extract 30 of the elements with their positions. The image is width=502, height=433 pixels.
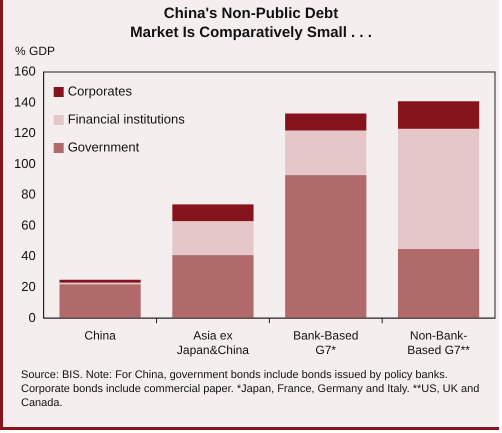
legend-label: Corporates xyxy=(68,84,132,99)
y-axis-title: % GDP xyxy=(15,44,56,58)
bar xyxy=(285,175,366,318)
bar xyxy=(172,221,254,256)
y-tick-label: 160 xyxy=(14,64,36,79)
bar xyxy=(285,114,366,130)
y-tick-label: 40 xyxy=(21,248,36,264)
y-tick-label: 20 xyxy=(21,279,36,294)
x-tick-label: China xyxy=(84,328,116,343)
bar xyxy=(285,130,366,176)
y-tick-label: 120 xyxy=(14,125,36,140)
bar xyxy=(398,128,480,249)
bar xyxy=(172,204,254,222)
x-tick-label: Asia ex Japan&China xyxy=(176,328,250,358)
legend-label: Financial institutions xyxy=(68,112,186,127)
bar xyxy=(59,280,141,283)
bar xyxy=(398,101,480,129)
bar xyxy=(172,255,254,318)
legend-label: Government xyxy=(68,140,140,155)
source-note: Source: BIS. Note: For China, government bonds include bonds issued by policy banks. Corporate bonds include commercial paper. *Japan, France, Germany and Italy. **US, UK and Canada. xyxy=(21,368,480,410)
y-tick-label: 60 xyxy=(21,217,36,232)
x-tick-label: Bank-Based G7* xyxy=(293,328,358,358)
x-tick-label: Non-Bank- Based G7** xyxy=(407,328,470,358)
y-tick-label: 140 xyxy=(14,94,36,110)
bar xyxy=(59,284,141,318)
y-tick-label: 80 xyxy=(21,186,36,202)
y-tick-label: 100 xyxy=(14,156,36,171)
bar xyxy=(398,248,480,318)
y-tick-label: 0 xyxy=(28,310,36,325)
chart-title: China's Non-Public Debt Market Is Comparatively Small . . . xyxy=(129,4,373,42)
